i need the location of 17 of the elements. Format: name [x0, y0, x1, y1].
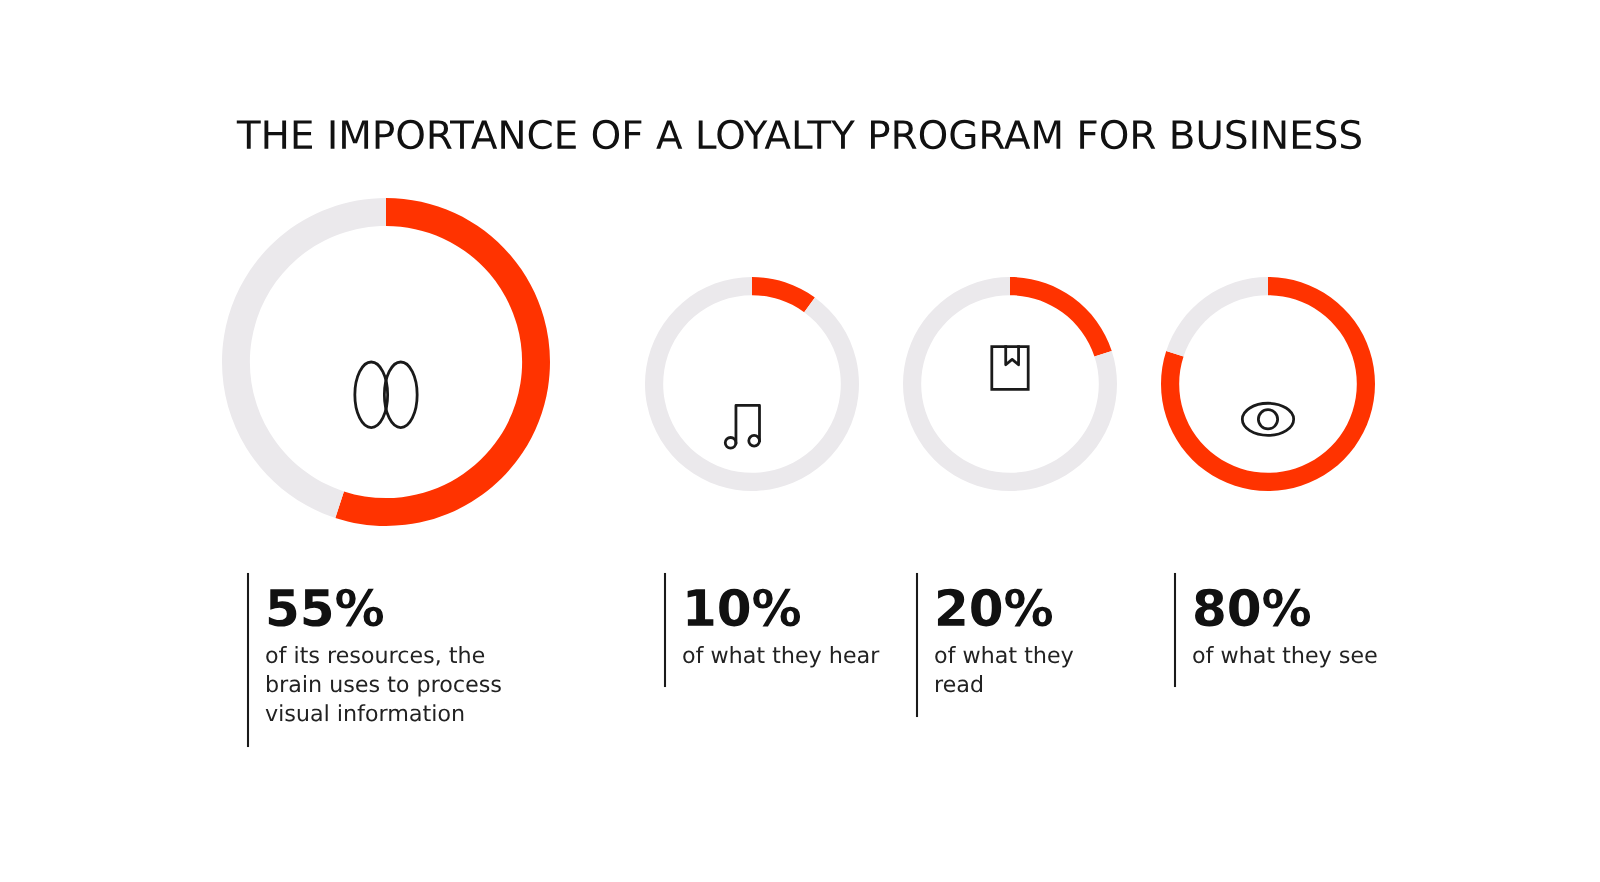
text: THE IMPORTANCE OF A LOYALTY PROGRAM FOR BUSINESS: [236, 119, 1361, 150]
text: of what they see: [1193, 646, 1377, 668]
donut-slice: [1166, 277, 1268, 357]
text: 80%: [1195, 588, 1311, 627]
text: of its resources, the brain uses to process visual information: [265, 646, 501, 722]
donut-slice: [645, 277, 859, 491]
donut-slice: [903, 277, 1117, 491]
text: 10%: [687, 588, 801, 627]
donut-slice: [752, 277, 815, 313]
donut-slice: [222, 198, 386, 518]
donut-slice: [335, 198, 550, 526]
text: of what they hear: [683, 646, 880, 668]
text: of what they read: [935, 646, 1074, 693]
text: 20%: [937, 588, 1053, 627]
text: 55%: [268, 588, 384, 627]
donut-slice: [1161, 277, 1375, 491]
donut-slice: [1010, 277, 1112, 357]
